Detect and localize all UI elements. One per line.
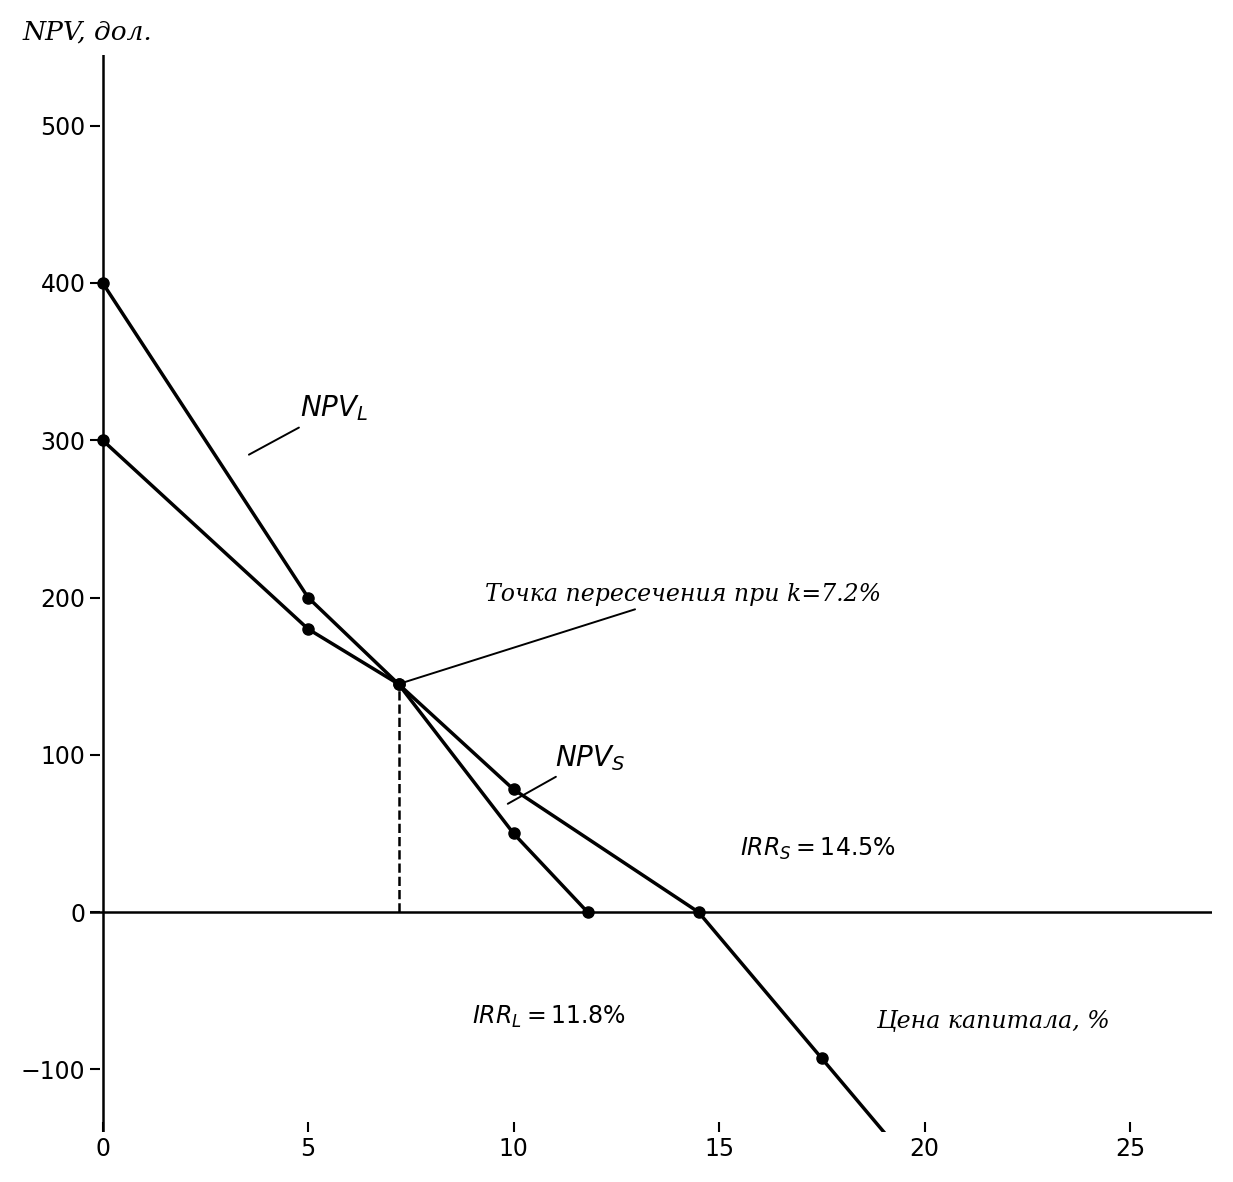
Text: $NPV_L$: $NPV_L$ [249, 394, 369, 455]
Text: Цена капитала, %: Цена капитала, % [875, 1009, 1110, 1033]
Text: $IRR_S=14.5\%$: $IRR_S=14.5\%$ [740, 836, 895, 863]
Text: $NPV_S$: $NPV_S$ [508, 742, 625, 804]
Text: $IRR_L=11.8\%$: $IRR_L=11.8\%$ [472, 1004, 626, 1030]
Text: Точка пересечения при k=7.2%: Точка пересечения при k=7.2% [401, 583, 880, 683]
Text: NPV, дол.: NPV, дол. [23, 19, 153, 44]
